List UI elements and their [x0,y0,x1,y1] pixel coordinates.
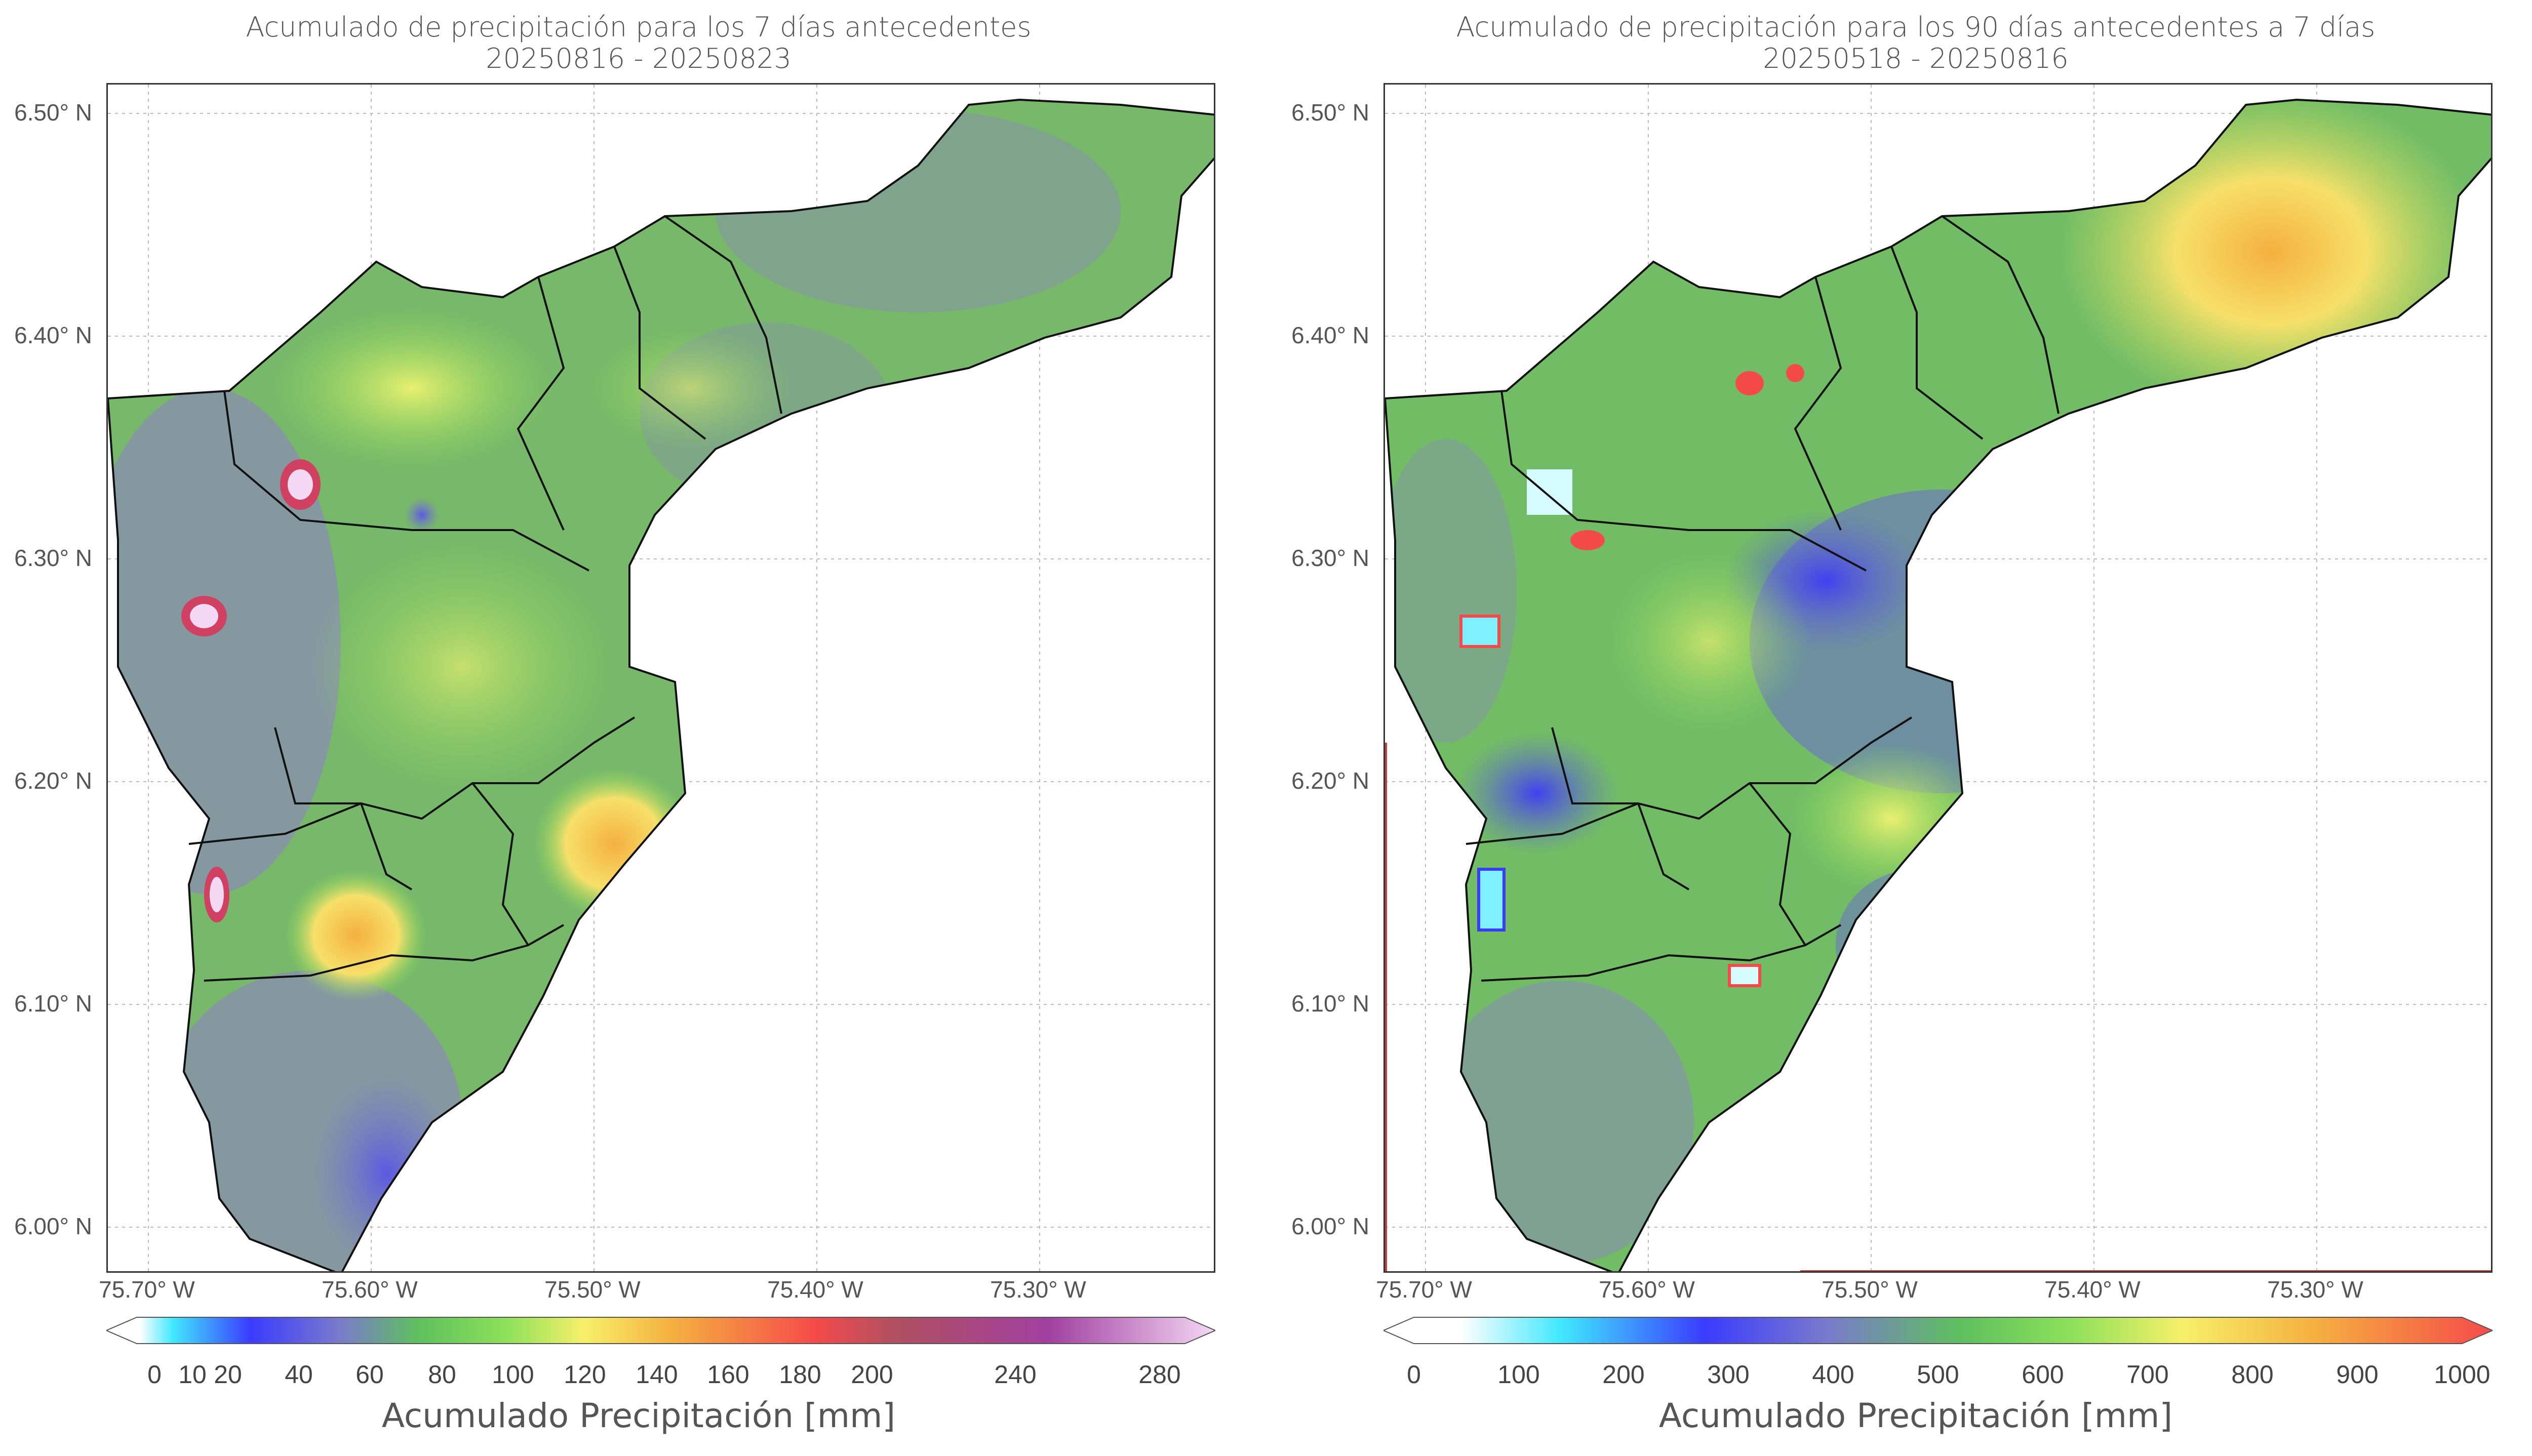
colorbar-tick: 300 [1707,1360,1750,1389]
precipitation-field [1385,100,2491,1271]
colorbar-tick: 20 [214,1360,242,1389]
precipitation-field [108,100,1214,1271]
colorbar-tick: 700 [2126,1360,2169,1389]
lat-label: 6.30° N [14,545,92,571]
lat-label: 6.50° N [14,99,92,126]
map-panel-90-days: Acumulado de precipitación para los 90 d… [1277,0,2532,1456]
colorbar-tick: 140 [636,1360,678,1389]
lat-label: 6.40° N [14,322,92,348]
map-title: Acumulado de precipitación para los 7 dí… [246,11,1032,43]
colorbar-tick: 120 [564,1360,606,1389]
colorbar-tick: 180 [779,1360,821,1389]
colorbar-tick: 900 [2336,1360,2379,1389]
colorbar-tick: 80 [428,1360,456,1389]
colorbar-tick: 500 [1917,1360,1959,1389]
lon-label: 75.60° W [1599,1276,1695,1303]
map-title: Acumulado de precipitación para los 90 d… [1456,11,2376,43]
lon-label: 75.40° W [2044,1276,2141,1303]
colorbar-tick: 1000 [2434,1360,2490,1389]
lat-label: 6.30° N [1291,545,1369,571]
colorbar-tick: 200 [851,1360,893,1389]
colorbar-tick: 160 [707,1360,749,1389]
colorbar-label: Acumulado Precipitación [mm] [1658,1396,2173,1435]
map-frame [1383,83,2493,1273]
lat-label: 6.00° N [1291,1213,1369,1239]
lat-label: 6.20° N [14,767,92,794]
map-frame [106,83,1215,1273]
map-subtitle: 20250518 - 20250816 [1763,43,2069,74]
precipitation-map [1385,85,2491,1271]
map-subtitle: 20250816 - 20250823 [486,43,792,74]
lon-label: 75.50° W [544,1276,641,1303]
basin-boundaries [1385,98,2491,1271]
basin-boundaries [108,98,1214,1271]
lon-label: 75.30° W [990,1276,1086,1303]
lon-label: 75.30° W [2267,1276,2363,1303]
lat-label: 6.20° N [1291,767,1369,794]
colorbar-tick: 100 [1497,1360,1540,1389]
lon-label: 75.60° W [322,1276,418,1303]
colorbar-tick: 10 [178,1360,207,1389]
lon-label: 75.70° W [99,1276,195,1303]
lon-label: 75.40° W [767,1276,863,1303]
precipitation-map [108,85,1214,1271]
colorbar-tick: 600 [2022,1360,2064,1389]
colorbar-tick: 100 [492,1360,534,1389]
colorbar-tick: 0 [1407,1360,1421,1389]
colorbar-tick: 240 [994,1360,1037,1389]
lat-label: 6.50° N [1291,99,1369,126]
colorbar-tick: 280 [1138,1360,1181,1389]
lat-label: 6.10° N [1291,990,1369,1017]
map-panel-7-days: Acumulado de precipitación para los 7 dí… [14,11,1215,1435]
colorbar-tick: 800 [2231,1360,2274,1389]
colorbar [1383,1316,2493,1345]
lon-label: 75.70° W [1376,1276,1472,1303]
colorbar-tick: 400 [1812,1360,1854,1389]
lat-label: 6.10° N [14,990,92,1017]
lat-label: 6.40° N [1291,322,1369,348]
colorbar-tick: 60 [355,1360,384,1389]
colorbar [106,1316,1215,1345]
colorbar-tick: 0 [147,1360,162,1389]
colorbar-label: Acumulado Precipitación [mm] [381,1396,896,1435]
lon-label: 75.50° W [1822,1276,1918,1303]
colorbar-tick: 200 [1602,1360,1645,1389]
lat-label: 6.00° N [14,1213,92,1239]
colorbar-tick: 40 [285,1360,313,1389]
